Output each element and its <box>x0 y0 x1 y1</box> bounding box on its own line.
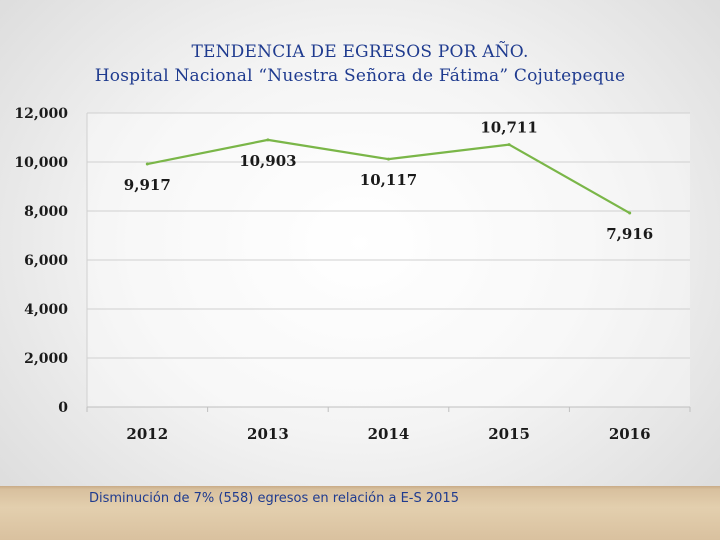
x-tick-label: 2016 <box>609 425 651 443</box>
data-point <box>507 143 511 147</box>
x-tick-label: 2015 <box>488 425 530 443</box>
data-point <box>628 211 632 215</box>
y-tick-label: 8,000 <box>24 204 68 220</box>
data-label: 10,711 <box>480 119 537 137</box>
data-label: 7,916 <box>606 225 653 243</box>
x-tick-label: 2013 <box>247 425 289 443</box>
chart-title: TENDENCIA DE EGRESOS POR AÑO. <box>191 42 529 62</box>
data-label: 10,117 <box>360 171 417 189</box>
data-point <box>145 162 149 166</box>
y-tick-label: 10,000 <box>14 155 68 171</box>
footer-note: Disminución de 7% (558) egresos en relac… <box>89 491 459 506</box>
data-point <box>266 138 270 142</box>
x-tick-label: 2014 <box>368 425 410 443</box>
y-tick-label: 12,000 <box>14 106 68 122</box>
line-chart: 0 2,000 4,000 6,000 8,000 10,000 12,000 2012 201… <box>14 106 691 443</box>
data-label: 10,903 <box>239 152 296 170</box>
x-tick-label: 2012 <box>126 425 168 443</box>
data-point <box>387 157 390 161</box>
data-label: 9,917 <box>124 176 171 194</box>
footer-bar <box>0 486 720 540</box>
chart-subtitle: Hospital Nacional “Nuestra Señora de Fát… <box>94 66 626 86</box>
y-tick-label: 0 <box>58 400 68 416</box>
y-tick-label: 2,000 <box>24 351 68 367</box>
y-tick-label: 6,000 <box>24 253 68 269</box>
y-tick-label: 4,000 <box>24 302 68 318</box>
